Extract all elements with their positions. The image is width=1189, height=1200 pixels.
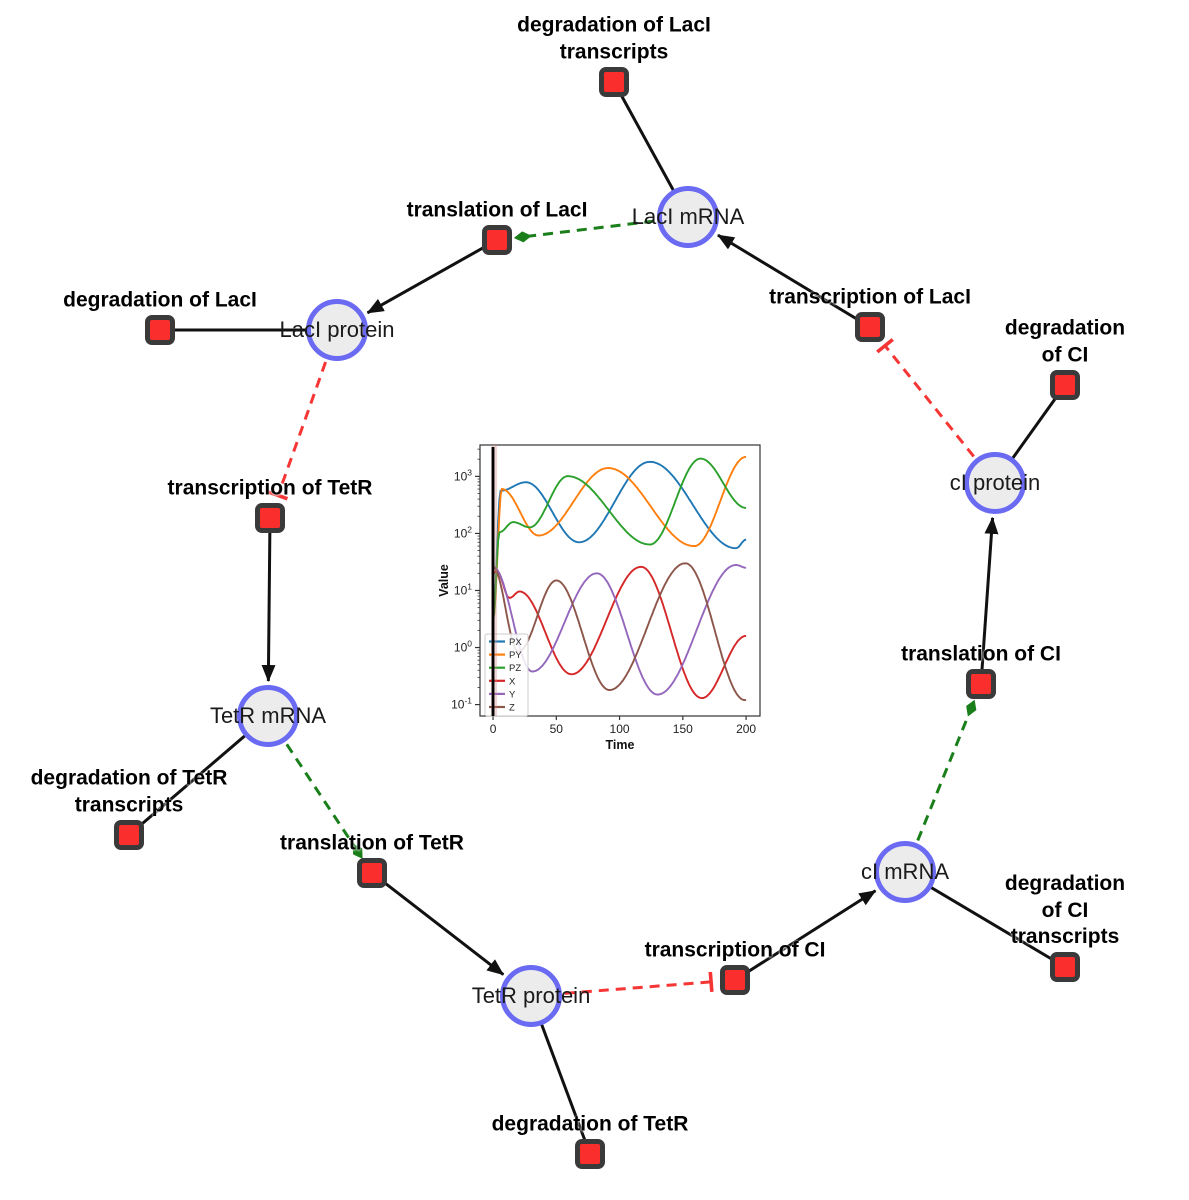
species-label-laci-mrna: LacI mRNA xyxy=(631,204,745,229)
chart-ytick-label: 101 xyxy=(454,581,472,597)
species-label-tetr-protein: TetR protein xyxy=(471,983,591,1008)
chart-ytick-label: 102 xyxy=(454,524,472,540)
species-label-ci-mrna: cI mRNA xyxy=(861,859,949,884)
reaction-node-degradation-of-tetr-transcripts[interactable] xyxy=(114,820,144,850)
edge-production-transcr_tetr-to-tetr_mrna xyxy=(261,517,276,683)
reaction-node-transcription-of-laci[interactable] xyxy=(855,312,885,342)
edge-consumption-ci_mrna-to-deg_ci_tx xyxy=(904,870,1066,969)
chart-ylabel: Value xyxy=(437,564,451,597)
chart-legend-label-PX: PX xyxy=(509,637,522,648)
chart-line-PX xyxy=(492,460,747,621)
edge-production-transcr_laci-to-laci_mrna xyxy=(717,233,871,329)
reaction-label-degradation-of-laci: degradation of LacI xyxy=(63,288,257,312)
chart-xtick-label: 100 xyxy=(610,722,630,736)
edge-inhibition-tetr_protein-to-transcr_ci xyxy=(530,971,714,998)
reaction-node-translation-of-tetr[interactable] xyxy=(357,858,387,888)
reaction-label-degradation-of-tetr: degradation of TetR xyxy=(491,1112,689,1136)
chart-xtick-label: 150 xyxy=(673,722,693,736)
species-node-ci-mrna[interactable]: cI mRNA xyxy=(861,841,949,903)
chart-line-X xyxy=(492,565,747,700)
reaction-label-degradation-of-laci-transcripts: degradation of LacI transcripts xyxy=(517,13,711,64)
chart-series-lines xyxy=(492,455,747,702)
edge-production-transl_ci-to-ci_protein xyxy=(979,516,999,685)
reaction-node-transcription-of-ci[interactable] xyxy=(720,965,750,995)
edge-inhibition-ci_protein-to-transcr_laci xyxy=(876,338,997,484)
species-label-laci-protein: LacI protein xyxy=(279,317,395,342)
reaction-node-degradation-of-laci[interactable] xyxy=(145,315,175,345)
species-node-tetr-protein[interactable]: TetR protein xyxy=(472,965,590,1027)
chart-legend: PX PY PZ XYZ xyxy=(484,633,529,717)
edge-production-transl_tetr-to-tetr_protein xyxy=(371,871,505,976)
reaction-node-translation-of-laci[interactable] xyxy=(482,225,512,255)
reaction-node-transcription-of-tetr[interactable] xyxy=(255,503,285,533)
inset-timeseries-chart: 0 50 100 150 20010-1100101102103TimeValuePXP… xyxy=(437,428,797,780)
reaction-label-translation-of-ci: translation of CI xyxy=(901,642,1061,666)
reaction-node-translation-of-ci[interactable] xyxy=(966,669,996,699)
species-node-ci-protein[interactable]: cI protein xyxy=(950,452,1040,514)
reaction-label-transcription-of-tetr: transcription of TetR xyxy=(167,476,373,500)
reaction-label-degradation-of-tetr-transcripts: degradation of TetR transcripts xyxy=(30,766,228,817)
chart-line-Y xyxy=(492,564,747,696)
reaction-node-degradation-of-ci[interactable] xyxy=(1050,370,1080,400)
chart-legend-label-Z: Z xyxy=(509,703,515,714)
chart-ytick-label: 10-1 xyxy=(451,696,472,712)
reaction-label-transcription-of-ci: transcription of CI xyxy=(644,938,826,962)
chart-line-Z xyxy=(492,562,747,702)
chart-line-PZ xyxy=(492,457,747,621)
chart-xlabel: Time xyxy=(606,738,635,752)
species-label-ci-protein: cI protein xyxy=(949,470,1041,495)
species-label-tetr-mrna: TetR mRNA xyxy=(209,703,327,728)
chart-xtick-label: 0 xyxy=(490,722,497,736)
chart-line-PY xyxy=(492,455,747,621)
reaction-label-degradation-of-ci: degradation of CI xyxy=(1004,316,1126,367)
chart-legend-label-PY: PY xyxy=(509,650,522,661)
chart-ytick-label: 100 xyxy=(454,639,472,655)
reaction-label-degradation-of-ci-transcripts: degradation of CI transcripts xyxy=(1004,872,1126,949)
chart-ytick-label: 103 xyxy=(454,467,472,483)
reaction-node-degradation-of-ci-transcripts[interactable] xyxy=(1050,952,1080,982)
chart-legend-label-X: X xyxy=(509,676,516,687)
edge-modifier-tetr_mrna-to-transl_tetr xyxy=(266,715,363,859)
reaction-label-translation-of-tetr: translation of TetR xyxy=(280,831,464,855)
edge-modifier-laci_mrna-to-transl_laci xyxy=(513,215,689,243)
reaction-node-degradation-of-laci-transcripts[interactable] xyxy=(599,67,629,97)
reaction-label-translation-of-laci: translation of LacI xyxy=(406,198,588,222)
edge-production-transl_laci-to-laci_protein xyxy=(366,238,498,315)
reaction-label-transcription-of-laci: transcription of LacI xyxy=(769,285,971,309)
chart-xtick-label: 50 xyxy=(550,722,564,736)
chart-legend-label-Y: Y xyxy=(509,689,516,700)
edge-modifier-ci_mrna-to-transl_ci xyxy=(903,699,977,873)
edge-inhibition-laci_protein-to-transcr_tetr xyxy=(268,329,339,501)
chart-legend-label-PZ: PZ xyxy=(509,663,521,674)
species-node-laci-protein[interactable]: LacI protein xyxy=(280,299,394,361)
species-node-laci-mrna[interactable]: LacI mRNA xyxy=(632,186,744,248)
species-node-tetr-mrna[interactable]: TetR mRNA xyxy=(210,685,326,747)
reaction-node-degradation-of-tetr[interactable] xyxy=(575,1139,605,1169)
chart-xtick-label: 200 xyxy=(736,722,756,736)
edge-production-transcr_ci-to-ci_mrna xyxy=(734,889,877,982)
